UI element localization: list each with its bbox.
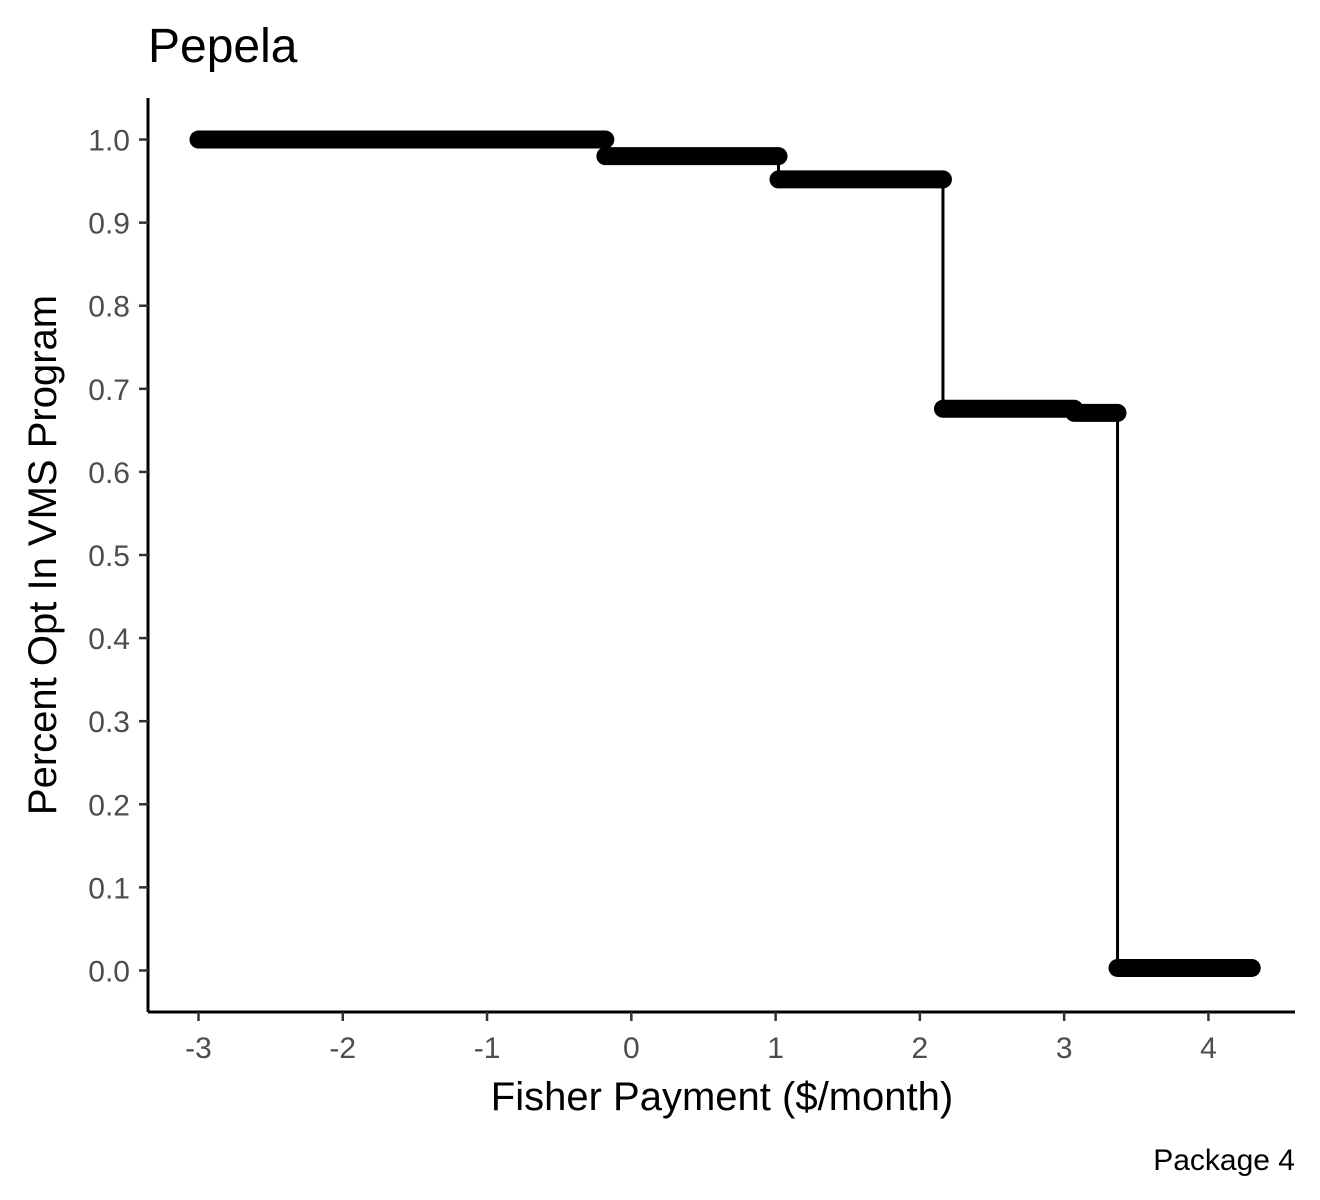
y-tick-label: 0.0 — [88, 955, 130, 988]
y-tick-label: 0.6 — [88, 457, 130, 490]
x-tick-label: -1 — [474, 1032, 501, 1065]
y-tick-label: 0.9 — [88, 208, 130, 241]
chart-title: Pepela — [148, 20, 298, 73]
plot-area — [189, 130, 1261, 977]
x-tick-label: -3 — [185, 1032, 212, 1065]
y-tick-label: 0.4 — [88, 623, 130, 656]
y-tick-label: 0.1 — [88, 872, 130, 905]
y-tick-label: 0.5 — [88, 540, 130, 573]
y-axis-label: Percent Opt In VMS Program — [21, 295, 65, 815]
x-tick-label: 4 — [1200, 1032, 1217, 1065]
x-tick-label: 0 — [623, 1032, 640, 1065]
x-tick-label: 2 — [912, 1032, 929, 1065]
series-step-line — [198, 138, 1252, 970]
chart-caption: Package 4 — [1153, 1144, 1295, 1177]
y-tick-label: 0.3 — [88, 706, 130, 739]
x-tick-label: -2 — [329, 1032, 356, 1065]
y-tick-label: 0.8 — [88, 291, 130, 324]
y-tick-label: 0.7 — [88, 374, 130, 407]
y-tick-label: 0.2 — [88, 789, 130, 822]
x-axis-label: Fisher Payment ($/month) — [491, 1075, 953, 1119]
x-tick-label: 1 — [767, 1032, 784, 1065]
x-tick-label: 3 — [1056, 1032, 1073, 1065]
axes: -3 -2 -1 0 1 2 3 4 0.0 0.1 0.2 0.3 0.4 0.5 0.6 0.7 0.8 0.… — [88, 98, 1295, 1065]
y-tick-label: 1.0 — [88, 125, 130, 158]
